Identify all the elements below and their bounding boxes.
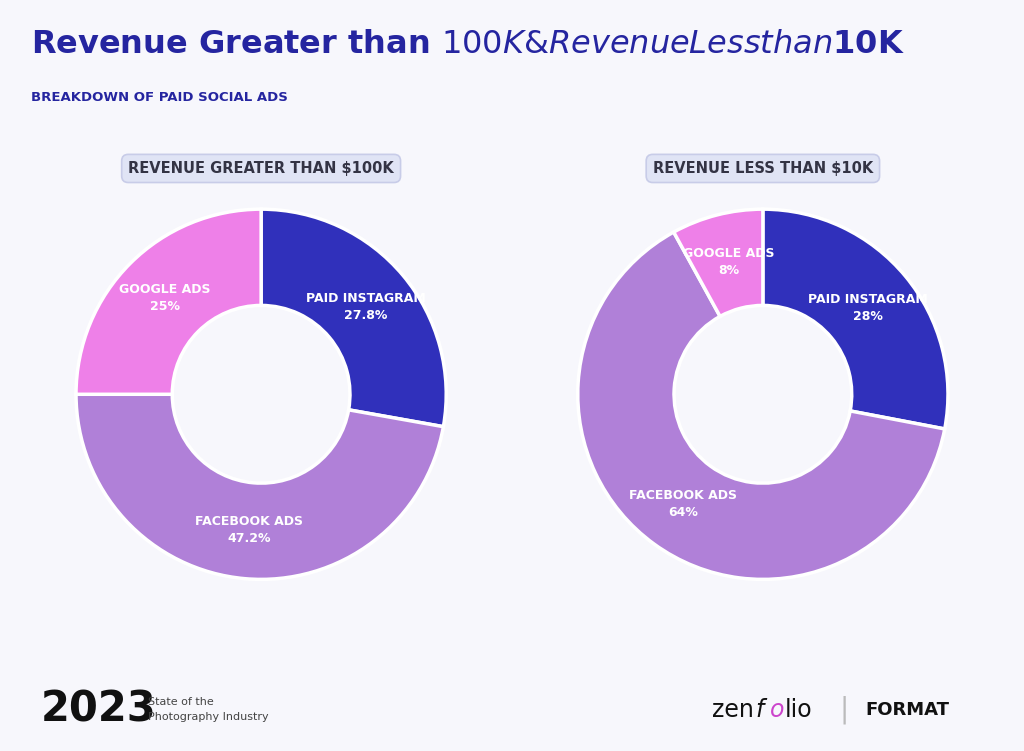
Text: PAID INSTAGRAM
27.8%: PAID INSTAGRAM 27.8% (305, 292, 425, 322)
Wedge shape (578, 232, 945, 579)
Wedge shape (674, 210, 763, 316)
Wedge shape (76, 394, 443, 579)
Text: REVENUE GREATER THAN $100K: REVENUE GREATER THAN $100K (128, 161, 394, 176)
Text: 2023: 2023 (41, 689, 157, 731)
Text: zen: zen (712, 698, 754, 722)
Text: f: f (756, 698, 764, 722)
Wedge shape (763, 210, 948, 429)
Text: o: o (770, 698, 784, 722)
Text: BREAKDOWN OF PAID SOCIAL ADS: BREAKDOWN OF PAID SOCIAL ADS (31, 92, 288, 104)
Text: Revenue Greater than $100K & Revenue Less than $10K: Revenue Greater than $100K & Revenue Les… (31, 29, 904, 60)
Wedge shape (76, 210, 261, 394)
Wedge shape (261, 210, 446, 427)
Text: lio: lio (784, 698, 812, 722)
Text: State of the
Photography Industry: State of the Photography Industry (148, 697, 269, 722)
Text: GOOGLE ADS
25%: GOOGLE ADS 25% (119, 283, 211, 313)
Text: |: | (840, 695, 849, 724)
Text: REVENUE LESS THAN $10K: REVENUE LESS THAN $10K (652, 161, 873, 176)
Text: GOOGLE ADS
8%: GOOGLE ADS 8% (683, 248, 775, 278)
Text: FORMAT: FORMAT (865, 701, 949, 719)
Text: PAID INSTAGRAM
28%: PAID INSTAGRAM 28% (808, 293, 928, 322)
Text: FACEBOOK ADS
64%: FACEBOOK ADS 64% (629, 490, 737, 520)
Text: FACEBOOK ADS
47.2%: FACEBOOK ADS 47.2% (196, 514, 303, 544)
